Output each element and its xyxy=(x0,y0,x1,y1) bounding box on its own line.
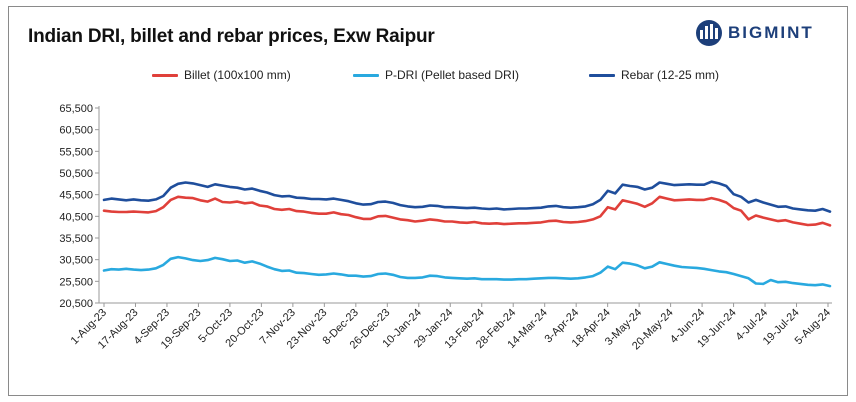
y-tick-label: 60,500 xyxy=(59,125,93,137)
brand-logo: BIGMINT xyxy=(694,16,844,50)
y-tick-label: 55,500 xyxy=(59,146,93,158)
y-tick-label: 20,500 xyxy=(59,298,93,310)
chart-legend: Billet (100x100 mm) P-DRI (Pellet based … xyxy=(0,68,856,86)
legend-label-rebar: Rebar (12-25 mm) xyxy=(621,68,720,82)
legend-item-billet: Billet (100x100 mm) xyxy=(152,68,291,82)
legend-label-pdri: P-DRI (Pellet based DRI) xyxy=(385,68,520,82)
bigmint-globe-icon xyxy=(696,20,722,46)
chart-title: Indian DRI, billet and rebar prices, Exw… xyxy=(28,26,435,47)
y-tick-label: 25,500 xyxy=(59,276,93,288)
legend-item-pdri: P-DRI (Pellet based DRI) xyxy=(353,68,519,82)
series-line-pdri xyxy=(102,255,832,288)
legend-item-rebar: Rebar (12-25 mm) xyxy=(589,68,719,82)
y-tick-label: 65,500 xyxy=(59,103,93,115)
legend-swatch-billet xyxy=(152,73,178,77)
y-tick-label: 40,500 xyxy=(59,211,93,223)
legend-swatch-pdri xyxy=(353,73,379,77)
y-tick-label: 45,500 xyxy=(59,190,93,202)
y-tick-label: 35,500 xyxy=(59,233,93,245)
y-tick-label: 30,500 xyxy=(59,255,93,267)
legend-label-billet: Billet (100x100 mm) xyxy=(184,68,291,82)
brand-name: BIGMINT xyxy=(728,23,814,42)
series-line-billet xyxy=(102,195,832,227)
series-line-rebar xyxy=(102,180,832,213)
legend-swatch-rebar xyxy=(589,73,615,77)
y-tick-label: 50,500 xyxy=(59,168,93,180)
